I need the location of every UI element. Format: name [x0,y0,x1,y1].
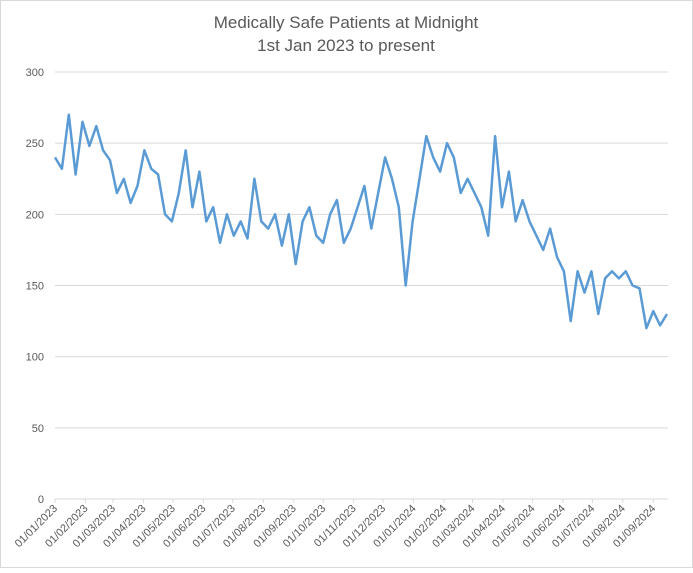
data-line [53,113,669,330]
y-tick-label: 250 [26,138,44,150]
y-tick-label: 200 [26,209,44,221]
y-tick-label: 0 [38,494,44,506]
y-tick-label: 300 [26,67,44,79]
chart-subtitle: 1st Jan 2023 to present [257,36,435,55]
chart-title: Medically Safe Patients at Midnight [214,13,479,32]
y-tick-label: 50 [32,423,44,435]
y-tick-label: 100 [26,352,44,364]
y-tick-label: 150 [26,281,44,293]
